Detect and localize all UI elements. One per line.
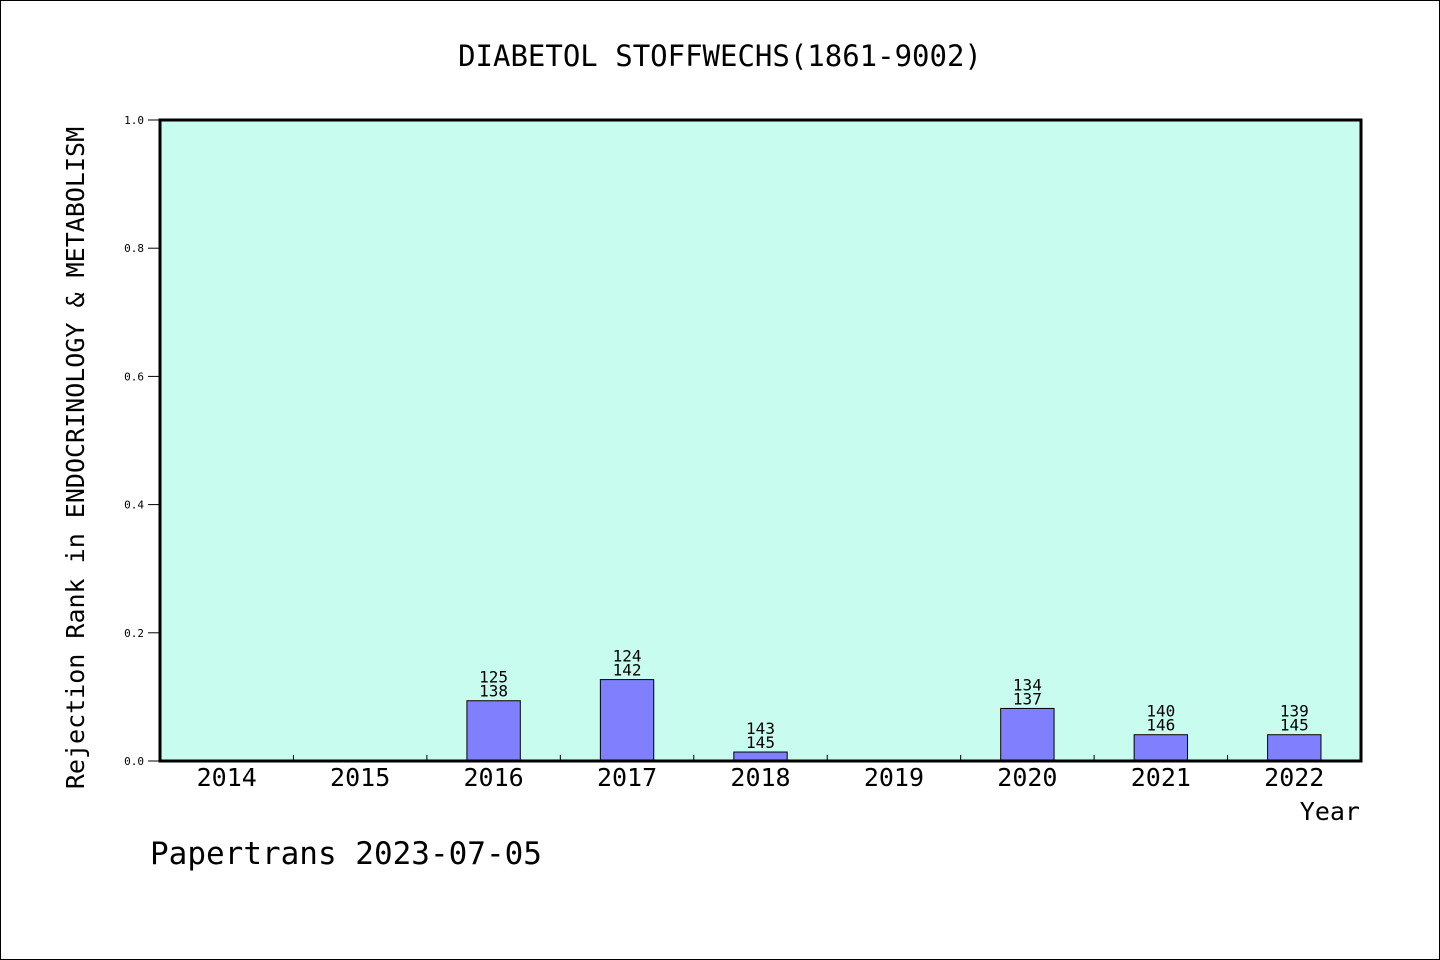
x-tick-label: 2022 (1264, 763, 1324, 792)
y-tick-label: 0.6 (124, 370, 144, 383)
bar-label-upper: 124 (613, 647, 642, 666)
bar-2022 (1267, 734, 1322, 762)
bar-label-upper: 125 (479, 668, 508, 687)
x-tick-label: 2014 (197, 763, 257, 792)
bar-2020 (1000, 707, 1055, 762)
x-tick-label: 2016 (464, 763, 524, 792)
x-tick-label: 2021 (1131, 763, 1191, 792)
y-tick-label: 0.4 (124, 499, 144, 512)
x-tick-label: 2020 (997, 763, 1057, 792)
y-tick-label: 0.8 (124, 242, 144, 255)
x-tick-label: 2019 (864, 763, 924, 792)
x-tick-label: 2018 (730, 763, 790, 792)
bar-label-lower: 145 (1280, 716, 1309, 735)
bar-label-upper: 143 (746, 719, 775, 738)
bar-label-upper: 134 (1013, 675, 1042, 694)
x-tick-label: 2017 (597, 763, 657, 792)
x-axis-ticks: 2014 2015 2016 2017 2018 2019 2020 2021 2022 (197, 755, 1324, 792)
bar-label-lower: 145 (746, 733, 775, 752)
y-tick-label: 1.0 (124, 114, 144, 127)
bar-2021 (1133, 734, 1189, 762)
bar-2016 (466, 700, 521, 762)
x-tick-label: 2015 (330, 763, 390, 792)
bar-label-lower: 142 (613, 661, 642, 680)
bar-label-upper: 139 (1280, 702, 1309, 721)
plot-area (160, 120, 1361, 761)
y-tick-label: 0.0 (124, 755, 144, 768)
y-tick-label: 0.2 (124, 627, 144, 640)
bar-2017 (599, 679, 655, 762)
bar-label-lower: 138 (479, 682, 508, 701)
bar-label-lower: 146 (1146, 716, 1175, 735)
bar-label-lower: 137 (1013, 689, 1042, 708)
y-axis-ticks: 0.0 0.2 0.4 0.6 0.8 1.0 (124, 114, 160, 768)
plot-border (158, 118, 1363, 763)
bar-label-upper: 140 (1146, 702, 1175, 721)
chart-title: DIABETOL STOFFWECHS(1861-9002) (458, 39, 982, 73)
x-axis-label: Year (1300, 797, 1360, 826)
bars-layer (466, 679, 1322, 762)
y-axis-label: Rejection Rank in ENDOCRINOLOGY & METABO… (61, 127, 90, 789)
footer-note: Papertrans 2023-07-05 (150, 836, 542, 872)
